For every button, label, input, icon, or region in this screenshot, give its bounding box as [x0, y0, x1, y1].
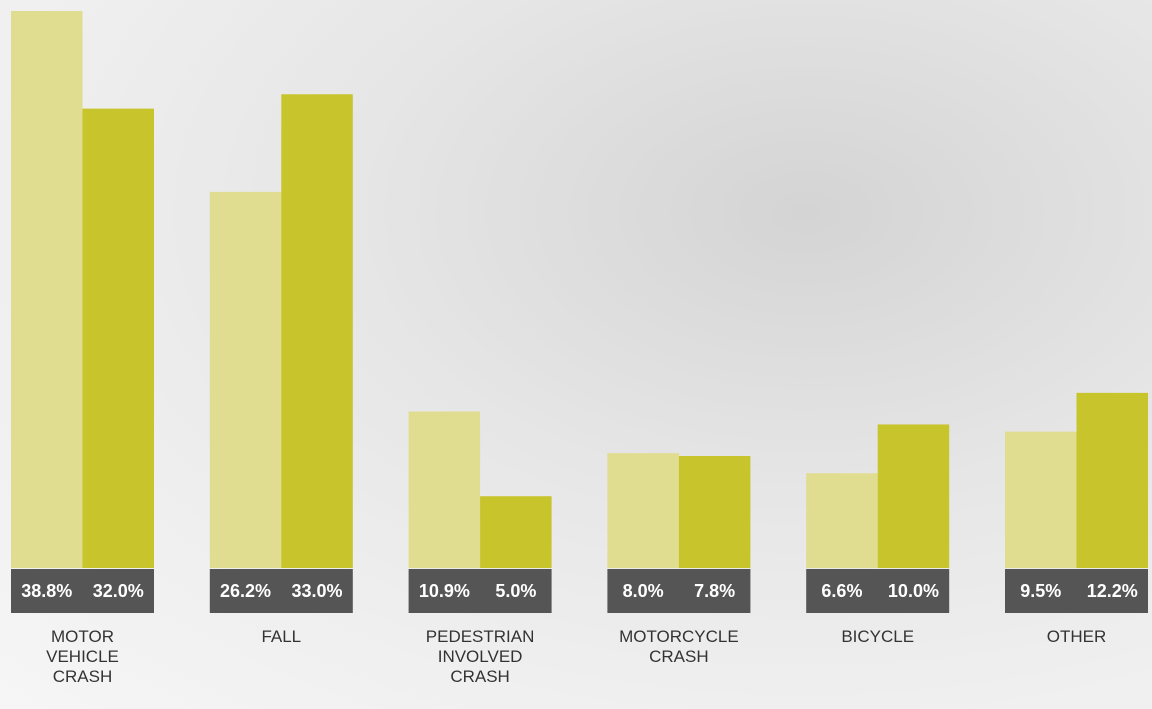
bar	[806, 473, 878, 568]
bar	[607, 453, 679, 568]
chart: 38.8% 32.0% 26.2% 33.0% 10.9% 5.0% 8.0% 7.8% 6.6…	[0, 0, 1152, 709]
category-label-box: MOTOR VEHICLE CRASH	[11, 627, 154, 687]
category-label-box: FALL	[210, 627, 353, 647]
value-label: 32.0%	[93, 581, 144, 601]
value-label: 38.8%	[21, 581, 72, 601]
category-label: MOTOR VEHICLE CRASH	[46, 627, 119, 687]
category-label-box: OTHER	[1005, 627, 1148, 647]
category-label-box: MOTORCYCLE CRASH	[607, 627, 750, 667]
category-label: PEDESTRIAN INVOLVED CRASH	[426, 627, 535, 687]
bar	[210, 192, 281, 568]
bar	[480, 496, 551, 568]
bar	[409, 412, 481, 568]
bar	[1005, 432, 1077, 568]
value-label: 10.9%	[419, 581, 470, 601]
bar	[11, 11, 83, 568]
category-label-box: PEDESTRIAN INVOLVED CRASH	[409, 627, 552, 687]
value-label: 7.8%	[694, 581, 735, 601]
value-label: 5.0%	[495, 581, 536, 601]
value-label: 9.5%	[1020, 581, 1061, 601]
value-label: 10.0%	[888, 581, 939, 601]
value-label: 12.2%	[1087, 581, 1138, 601]
bar	[281, 94, 353, 568]
category-label: MOTORCYCLE CRASH	[619, 627, 739, 667]
category-label-box: BICYCLE	[806, 627, 949, 647]
value-label: 26.2%	[220, 581, 271, 601]
category-label: BICYCLE	[841, 627, 914, 647]
value-label: 6.6%	[821, 581, 862, 601]
category-label: OTHER	[1047, 627, 1107, 647]
chart-svg: 38.8% 32.0% 26.2% 33.0% 10.9% 5.0% 8.0% 7.8% 6.6…	[0, 0, 1152, 709]
value-label: 8.0%	[623, 581, 664, 601]
category-label: FALL	[261, 627, 301, 647]
value-label: 33.0%	[292, 581, 343, 601]
bar	[1077, 393, 1149, 568]
bar	[679, 456, 751, 568]
bar	[878, 424, 950, 568]
bar	[83, 109, 155, 568]
